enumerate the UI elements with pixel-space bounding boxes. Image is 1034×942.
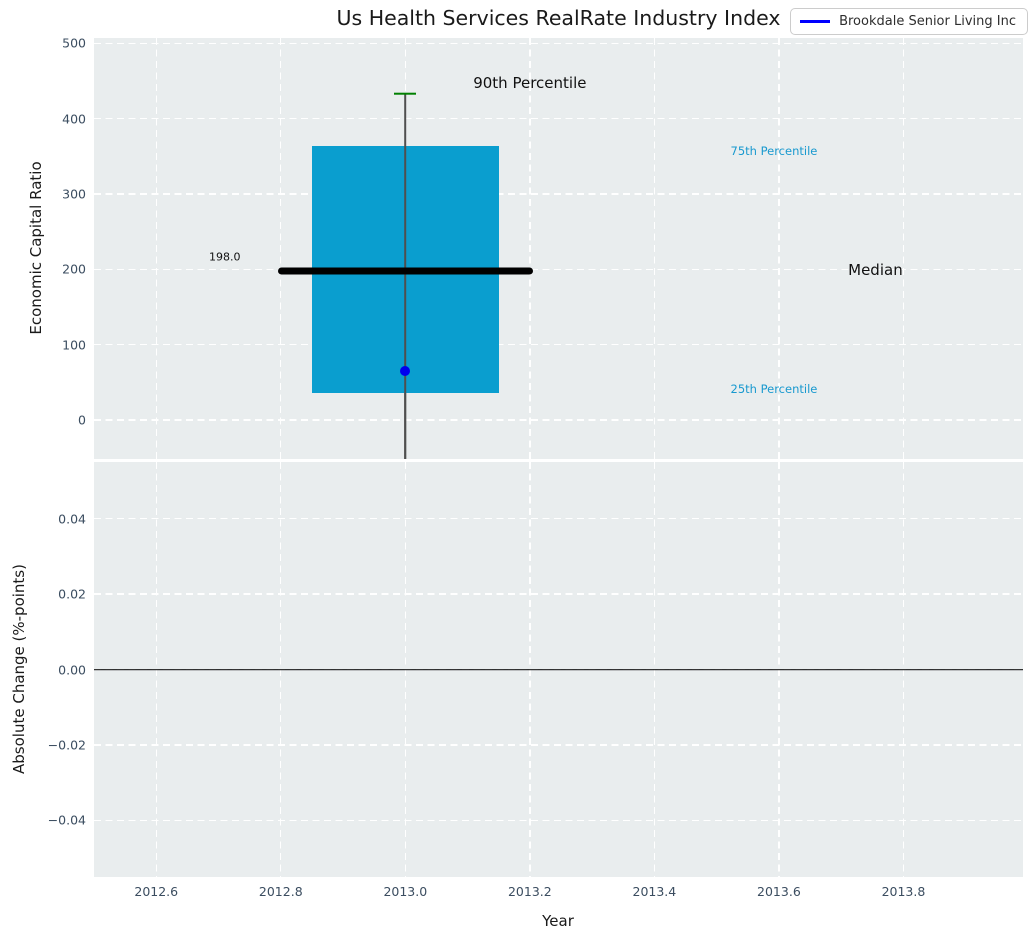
- y-tick-label: 0.04: [58, 511, 86, 527]
- h-gridline: [94, 517, 1023, 520]
- annotation-198-0: 198.0: [209, 250, 241, 264]
- h-gridline: [94, 117, 1023, 120]
- annotation-median: Median: [848, 260, 903, 279]
- x-tick-label: 2012.6: [134, 884, 179, 899]
- axes-economic-capital-ratio: 90th Percentile 198.0 Median 75th Percentil…: [94, 38, 1023, 459]
- annotation-25th-percentile: 25th Percentile: [730, 381, 818, 396]
- p90-cap: [394, 92, 417, 96]
- x-tick-label: 2012.8: [258, 884, 303, 899]
- y-tick-label: 400: [62, 111, 86, 127]
- zero-reference-line: [94, 668, 1023, 671]
- legend-line-sample: [800, 20, 831, 23]
- chart-title: Us Health Services RealRate Industry Ind…: [336, 6, 781, 30]
- y-tick-label: 200: [62, 261, 86, 277]
- y-tick-label: 0.02: [58, 586, 86, 602]
- y-tick-label: 0.00: [58, 662, 86, 677]
- h-gridline: [94, 744, 1023, 746]
- h-gridline: [94, 343, 1023, 346]
- h-gridline: [94, 42, 1023, 44]
- x-axis-label: Year: [542, 912, 574, 930]
- h-gridline: [94, 819, 1023, 822]
- x-tick-label: 2013.6: [757, 884, 801, 899]
- x-tick-label: 2013.4: [632, 884, 677, 899]
- v-gridline: [529, 38, 531, 459]
- legend: Brookdale Senior Living Inc: [790, 8, 1028, 35]
- x-tick-label: 2013.8: [881, 884, 926, 899]
- h-gridline: [94, 419, 1023, 421]
- axes-absolute-change: [94, 462, 1023, 877]
- legend-label: Brookdale Senior Living Inc: [839, 14, 1016, 29]
- company-point: [400, 365, 411, 376]
- h-gridline: [94, 193, 1023, 195]
- y-tick-label: −0.02: [47, 737, 86, 753]
- annotation-90th-percentile: 90th Percentile: [473, 74, 587, 93]
- v-gridline: [653, 38, 656, 459]
- y-tick-label: −0.04: [47, 812, 86, 828]
- y-tick-label: 300: [62, 186, 86, 202]
- x-tick-label: 2013.2: [507, 884, 552, 899]
- annotation-75th-percentile: 75th Percentile: [730, 143, 818, 158]
- v-gridline: [155, 38, 157, 459]
- y-tick-label: 0: [78, 412, 86, 428]
- h-gridline: [94, 593, 1023, 595]
- y-tick-label: 500: [62, 35, 86, 51]
- median-line: [277, 267, 533, 275]
- v-gridline: [902, 38, 905, 459]
- v-gridline: [280, 38, 282, 459]
- v-gridline: [778, 38, 780, 459]
- x-tick-label: 2013.0: [383, 884, 428, 899]
- h-gridline: [94, 268, 1023, 270]
- y-tick-label: 100: [62, 337, 86, 353]
- whisker-line-over-box: [404, 146, 407, 459]
